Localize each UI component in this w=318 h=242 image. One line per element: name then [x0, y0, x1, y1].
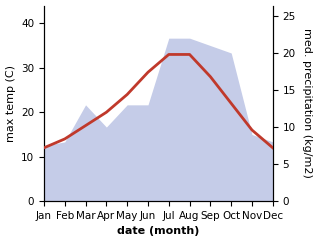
- Y-axis label: med. precipitation (kg/m2): med. precipitation (kg/m2): [302, 28, 313, 178]
- X-axis label: date (month): date (month): [117, 227, 200, 236]
- Y-axis label: max temp (C): max temp (C): [5, 65, 16, 142]
